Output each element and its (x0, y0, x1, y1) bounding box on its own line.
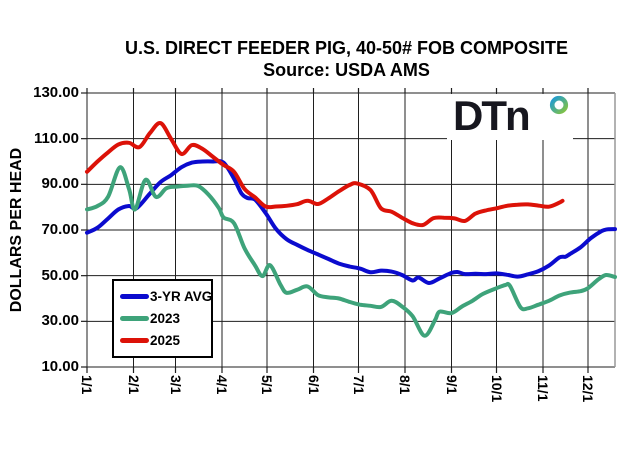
x-tick-label: 11/1 (535, 375, 551, 402)
x-tick-label: 4/1 (214, 375, 230, 395)
x-tick-label: 3/1 (167, 375, 184, 395)
x-tick-label: 2/1 (125, 375, 142, 395)
dtn-logo: DTn (447, 94, 573, 140)
series-line-2025 (85, 121, 565, 228)
y-tick-label: 10.00 (41, 358, 79, 375)
legend-item: 3-YR AVG (120, 289, 213, 305)
chart-subtitle: Source: USDA AMS (263, 60, 430, 80)
legend-label: 2023 (150, 310, 181, 326)
x-tick-label: 1/1 (79, 375, 95, 395)
legend-line-swatch (120, 337, 149, 343)
y-tick-label: 90.00 (41, 175, 79, 193)
chart-title: U.S. DIRECT FEEDER PIG, 40-50# FOB COMPO… (124, 38, 569, 58)
y-tick-label: 50.00 (41, 266, 79, 284)
y-tick-label: 110.00 (33, 129, 79, 147)
legend-line-swatch (120, 294, 149, 300)
dtn-logo-text: DTn (453, 92, 531, 139)
x-tick-label: 9/1 (443, 375, 460, 395)
legend-line-swatch (120, 315, 149, 321)
series-line-2023 (85, 165, 617, 338)
x-tick-label: 6/1 (305, 375, 322, 395)
x-tick-label: 10/1 (488, 375, 505, 403)
series-line-3-yr-avg (85, 159, 617, 285)
x-tick-label: 7/1 (350, 375, 367, 395)
legend-label: 2025 (150, 332, 181, 348)
y-tick-label: 70.00 (41, 221, 79, 238)
x-tick-label: 8/1 (397, 375, 413, 395)
y-tick-label: 30.00 (41, 312, 79, 330)
x-tick-label: 12/1 (580, 375, 596, 403)
legend-label: 3-YR AVG (150, 289, 213, 305)
legend-item: 2025 (120, 333, 209, 348)
dtn-logo-ring-icon (549, 95, 569, 115)
y-tick-label: 130.00 (33, 84, 79, 101)
x-tick-label: 5/1 (259, 375, 275, 395)
legend: 3-YR AVG 2023 2025 (112, 279, 213, 358)
legend-item: 2023 (120, 311, 209, 326)
